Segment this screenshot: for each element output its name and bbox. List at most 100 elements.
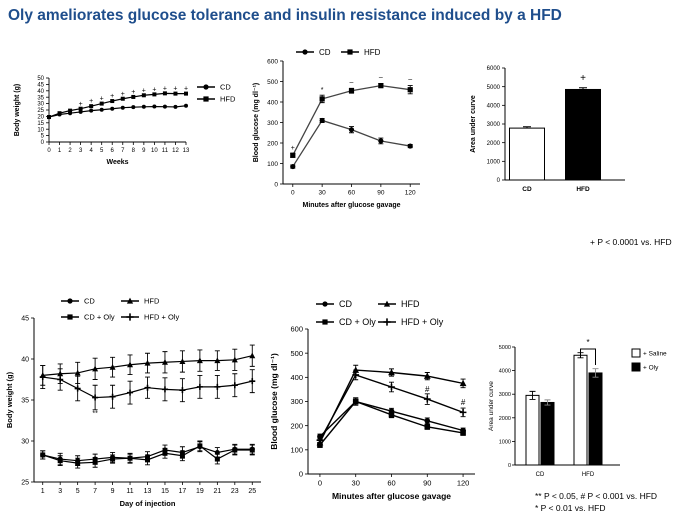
data-point	[232, 447, 238, 453]
significance-mark: +	[79, 101, 83, 108]
data-point	[127, 455, 133, 461]
data-point	[179, 453, 185, 459]
y-tick-label: 25	[21, 479, 29, 486]
legend-label: HFD + Oly	[144, 313, 179, 322]
data-point	[317, 442, 323, 448]
bar-cd-oly	[540, 401, 555, 466]
data-point	[214, 383, 221, 390]
y-tick-label: 0	[274, 181, 278, 188]
data-point	[290, 163, 296, 170]
data-point	[173, 91, 178, 96]
slide-title: Oly ameliorates glucose tolerance and in…	[8, 7, 562, 24]
data-point	[145, 457, 150, 463]
x-tick-label: 0	[318, 479, 322, 488]
significance-mark: –	[408, 77, 412, 84]
data-point	[388, 383, 395, 391]
data-point	[423, 372, 431, 379]
data-point	[57, 111, 62, 116]
error-bar	[523, 126, 531, 129]
significance-mark: +	[142, 87, 146, 94]
y-tick-label: 50	[37, 76, 44, 82]
significance-mark: +	[580, 73, 586, 84]
legend-label: HFD	[364, 48, 381, 57]
error-bar	[529, 390, 536, 400]
x-tick-label: 19	[196, 488, 204, 495]
y-tick-label: 20	[37, 115, 44, 121]
chart-auc-four-groups-svg: 0 1000 2000 3000 4000 5000 Area under curve CD H…	[488, 338, 667, 478]
y-tick-label: 5000	[499, 345, 511, 351]
x-tick-label: 10	[151, 148, 158, 154]
legend-label: CD	[220, 83, 231, 92]
x-tick-label: 0	[47, 148, 51, 154]
x-tick-label: 13	[144, 488, 152, 495]
significance-mark: +	[131, 89, 135, 96]
chart-auc-cd-hfd: 0 1000 2000 3000 4000 5000 6000 Area under curv…	[455, 60, 630, 200]
data-point	[161, 359, 168, 365]
x-tick-label: 5	[76, 488, 80, 495]
x-tick-label: 11	[162, 148, 169, 154]
x-tick-label: 60	[348, 190, 356, 197]
data-point	[460, 430, 466, 436]
significance-note-bottom-2-text: * P < 0.01 vs. HFD	[535, 503, 606, 513]
y-tick-label: 0	[41, 140, 45, 146]
data-point	[348, 88, 355, 94]
significance-mark: +	[184, 86, 188, 93]
y-tick-label: 200	[267, 140, 278, 147]
legend-marker	[302, 49, 308, 55]
y-tick-label: 0	[299, 470, 303, 479]
x-tick-label: 3	[79, 148, 83, 154]
data-point	[127, 361, 134, 368]
significance-mark: *	[321, 87, 324, 94]
x-tick-label: 15	[161, 488, 169, 495]
significance-mark: +	[100, 96, 104, 103]
bar-hfd-oly	[588, 372, 603, 466]
y-tick-label: 40	[21, 356, 29, 363]
y-tick-label: 45	[37, 83, 44, 89]
legend-label: CD + Oly	[84, 313, 115, 322]
data-point	[127, 389, 134, 396]
data-point	[423, 395, 431, 403]
x-tick-label: 60	[387, 479, 395, 488]
significance-mark: +	[173, 86, 177, 93]
significance-mark: +	[163, 85, 167, 92]
chart-auc-cd-hfd-svg: 0 1000 2000 3000 4000 5000 6000 Area under curv…	[470, 66, 625, 193]
y-axis-label: Area under curve	[470, 95, 477, 153]
significance-note-bottom-1-text: ** P < 0.05, # P < 0.001 vs. HFD	[535, 491, 658, 501]
y-tick-label: 35	[37, 95, 44, 101]
y-tick-label: 6000	[487, 66, 501, 72]
y-axis-label: Area under curve	[488, 381, 495, 431]
data-point	[319, 96, 325, 102]
x-tick-label: HFD	[576, 186, 590, 193]
data-point	[184, 91, 188, 96]
data-point	[110, 456, 116, 462]
legend-marker	[203, 84, 209, 90]
data-point	[92, 459, 98, 465]
significance-mark: #	[461, 398, 466, 407]
x-tick-label: 120	[457, 479, 470, 488]
chart-ogtt-cd-hfd: 0 100 200 300 400 500 600 0 30 60 90 120 Minutes aft…	[250, 44, 425, 209]
y-axis-label: Body weight (g)	[14, 84, 21, 137]
x-tick-label: 90	[377, 190, 385, 197]
data-point	[249, 378, 256, 385]
data-point	[141, 104, 146, 109]
significance-note-top: + P < 0.0001 vs. HFD	[590, 237, 672, 247]
data-point	[109, 363, 116, 370]
data-point	[407, 143, 413, 149]
x-tick-label: 7	[121, 148, 125, 154]
y-tick-label: 100	[267, 161, 278, 168]
legend-marker	[383, 300, 391, 307]
data-point	[459, 379, 467, 387]
y-tick-label: 1000	[499, 439, 511, 445]
legend-label: HFD	[220, 95, 236, 104]
data-point	[144, 359, 151, 366]
significance-mark: +	[89, 98, 93, 105]
y-tick-label: 400	[290, 373, 303, 382]
x-axis-label: Minutes after glucose gavage	[332, 491, 451, 501]
x-tick-label: 23	[231, 488, 239, 495]
data-point	[141, 93, 146, 98]
data-point	[40, 452, 46, 458]
x-tick-label: 90	[423, 479, 431, 488]
legend-marker	[203, 96, 209, 102]
data-point	[424, 424, 431, 430]
data-point	[378, 138, 384, 144]
